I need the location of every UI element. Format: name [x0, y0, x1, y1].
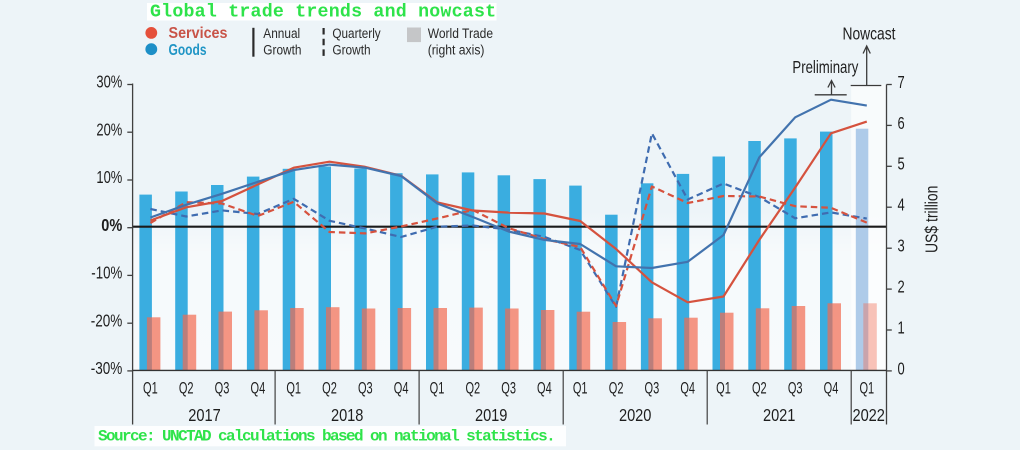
svg-text:2018: 2018 [331, 405, 364, 425]
svg-text:Preliminary: Preliminary [792, 57, 858, 77]
svg-text:Annual: Annual [263, 26, 300, 41]
svg-text:0: 0 [898, 358, 905, 378]
svg-text:Q3: Q3 [501, 378, 516, 397]
svg-text:2022: 2022 [852, 405, 885, 425]
svg-text:Q3: Q3 [645, 378, 660, 397]
svg-text:10%: 10% [96, 167, 122, 187]
svg-text:1: 1 [898, 317, 905, 337]
svg-text:Global trade trends and nowcas: Global trade trends and nowcast [150, 3, 496, 23]
svg-text:2017: 2017 [188, 405, 221, 425]
svg-text:Q4: Q4 [251, 378, 266, 397]
svg-text:Source: UNCTAD calculations ba: Source: UNCTAD calculations based on nat… [98, 428, 554, 446]
svg-text:Q4: Q4 [680, 378, 695, 397]
svg-text:Growth: Growth [332, 42, 370, 57]
svg-text:Q2: Q2 [465, 378, 480, 397]
svg-text:Goods: Goods [169, 42, 207, 59]
svg-text:Q1: Q1 [716, 378, 731, 397]
svg-text:Q4: Q4 [537, 378, 552, 397]
svg-text:30%: 30% [96, 72, 122, 92]
svg-text:Services: Services [169, 25, 228, 42]
svg-text:2: 2 [898, 277, 905, 297]
svg-text:Growth: Growth [263, 42, 301, 57]
svg-text:3: 3 [898, 236, 905, 256]
svg-text:7: 7 [898, 72, 905, 92]
svg-text:Nowcast: Nowcast [843, 24, 896, 44]
svg-text:Q2: Q2 [322, 378, 337, 397]
svg-text:Q2: Q2 [752, 378, 767, 397]
svg-text:2019: 2019 [475, 405, 508, 425]
svg-text:20%: 20% [96, 119, 122, 139]
svg-text:Q4: Q4 [394, 378, 409, 397]
svg-text:6: 6 [898, 113, 905, 133]
svg-text:-30%: -30% [91, 358, 123, 378]
svg-text:4: 4 [898, 195, 905, 215]
svg-text:2021: 2021 [763, 405, 796, 425]
svg-text:5: 5 [898, 154, 905, 174]
svg-text:-20%: -20% [91, 310, 123, 330]
svg-text:US$ trillion: US$ trillion [921, 186, 941, 254]
svg-text:Q1: Q1 [859, 378, 874, 397]
svg-text:0%: 0% [101, 215, 122, 235]
svg-text:Q1: Q1 [573, 378, 588, 397]
svg-text:Q1: Q1 [430, 378, 445, 397]
svg-text:Q3: Q3 [358, 378, 373, 397]
svg-text:2020: 2020 [619, 405, 652, 425]
svg-text:Q2: Q2 [179, 378, 194, 397]
svg-text:Q3: Q3 [215, 378, 230, 397]
svg-text:Q1: Q1 [143, 378, 158, 397]
svg-text:Q4: Q4 [824, 378, 839, 397]
svg-text:World Trade: World Trade [428, 26, 493, 41]
svg-text:Q1: Q1 [286, 378, 301, 397]
svg-text:-10%: -10% [91, 263, 122, 283]
svg-text:(right axis): (right axis) [428, 42, 485, 57]
svg-text:Q2: Q2 [609, 378, 624, 397]
svg-text:Quarterly: Quarterly [332, 26, 381, 41]
svg-text:Q3: Q3 [788, 378, 803, 397]
